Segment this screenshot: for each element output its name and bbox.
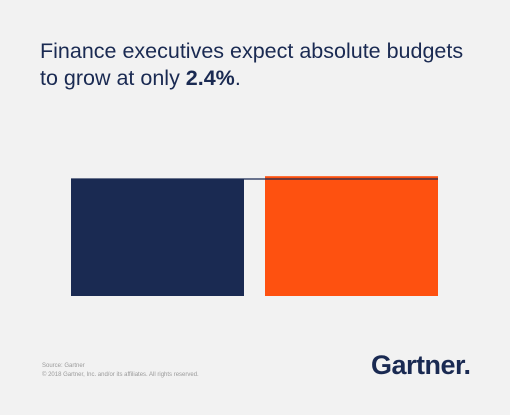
footer: Source: Gartner © 2018 Gartner, Inc. and… xyxy=(42,362,199,380)
bar-baseline xyxy=(71,179,244,296)
headline: Finance executives expect absolute budge… xyxy=(40,38,480,92)
headline-line-1: Finance executives expect absolute budge… xyxy=(40,39,464,63)
headline-line-2: to grow at only 2.4%. xyxy=(40,65,480,92)
gartner-logo-text: Gartner xyxy=(371,350,464,380)
copyright-note: © 2018 Gartner, Inc. and/or its affiliat… xyxy=(42,372,199,378)
source-note: Source: Gartner xyxy=(42,363,85,369)
gartner-logo: Gartner. xyxy=(371,350,471,381)
headline-line-2-prefix: to grow at only xyxy=(40,66,186,90)
gartner-logo-mark: . xyxy=(463,350,472,380)
headline-emphasis-value: 2.4% xyxy=(185,66,235,90)
headline-line-2-suffix: . xyxy=(234,66,241,90)
bar-growth xyxy=(265,176,438,296)
